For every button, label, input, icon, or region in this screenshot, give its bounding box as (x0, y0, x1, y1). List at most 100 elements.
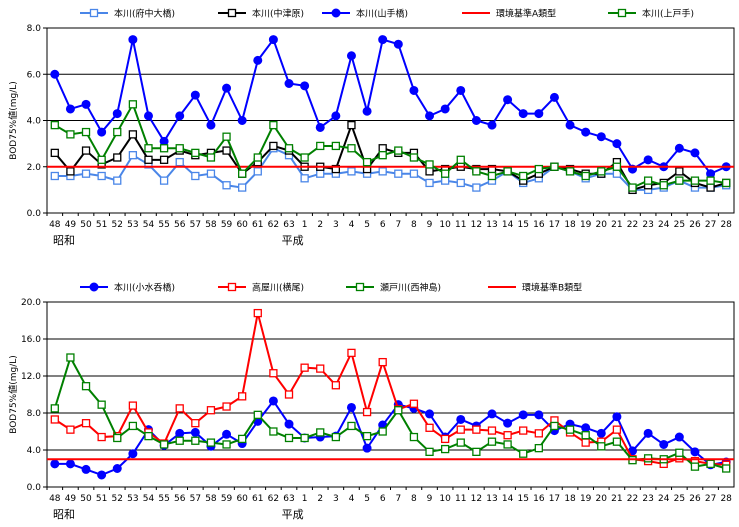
x-tick-label: 55 (158, 220, 169, 230)
data-point (81, 464, 91, 474)
x-tick-label: 26 (689, 220, 701, 230)
x-tick-label: 20 (596, 220, 608, 230)
data-point (347, 120, 356, 130)
x-tick-label: 3 (333, 220, 339, 230)
series-3 (50, 35, 731, 179)
x-tick-label: 22 (627, 494, 638, 504)
data-point (253, 308, 262, 318)
data-point (128, 401, 138, 410)
data-point (66, 353, 75, 362)
x-tick-label: 63 (283, 220, 294, 230)
data-point (425, 167, 434, 176)
data-point (706, 459, 715, 469)
x-tick-label: 51 (96, 494, 107, 504)
data-point (97, 400, 106, 409)
x-tick-label: 21 (611, 494, 622, 504)
data-point (222, 181, 231, 190)
data-point (284, 390, 294, 399)
data-point (238, 434, 247, 444)
data-point (284, 79, 294, 88)
data-point (128, 421, 138, 431)
x-tick-label: 13 (486, 494, 497, 504)
data-point (144, 155, 153, 164)
x-tick-label: 10 (439, 220, 451, 230)
series-3 (50, 353, 731, 473)
x-tick-label: 19 (580, 494, 592, 504)
data-point (503, 440, 512, 449)
x-tick-label: 52 (112, 494, 123, 504)
data-point (175, 157, 184, 167)
data-point (113, 127, 122, 137)
legend-swatch-marker (227, 282, 237, 292)
data-point (675, 167, 684, 176)
data-point (316, 169, 325, 178)
data-point (503, 418, 513, 428)
data-point (597, 442, 606, 451)
data-point (581, 171, 590, 181)
y-tick-label: 8.0 (27, 24, 42, 34)
legend-entry: 本川(府中大橋) (80, 8, 175, 20)
x-tick-label: 54 (143, 220, 155, 230)
data-point (394, 406, 403, 415)
data-point (81, 127, 91, 137)
legend-entry: 本川(中津原) (218, 8, 304, 20)
x-tick-label: 27 (705, 494, 716, 504)
data-point (237, 116, 247, 125)
data-point (690, 176, 700, 185)
era-label-heisei: 平成 (282, 234, 304, 247)
data-point (253, 410, 262, 420)
legend-label: 本川(府中大橋) (114, 8, 175, 20)
y-axis-label: BOD75%値(mg/L) (7, 355, 19, 434)
x-tick-label: 10 (439, 494, 451, 504)
data-point (50, 171, 59, 181)
data-point (393, 39, 403, 49)
data-point (456, 178, 465, 188)
x-tick-label: 27 (705, 220, 716, 230)
x-tick-label: 2 (317, 494, 323, 504)
x-tick-label: 54 (143, 494, 155, 504)
data-point (50, 415, 59, 424)
data-point (534, 109, 544, 119)
x-tick-label: 63 (283, 494, 294, 504)
x-tick-label: 4 (349, 494, 355, 504)
x-tick-label: 8 (411, 494, 417, 504)
legend-entry: 高屋川(横尾) (218, 282, 304, 294)
data-point (175, 404, 184, 413)
data-point (300, 363, 309, 372)
x-tick-label: 48 (49, 494, 61, 504)
data-point (440, 176, 450, 185)
data-point (425, 178, 434, 188)
data-point (378, 151, 387, 160)
data-point (425, 423, 434, 432)
data-point (331, 432, 341, 442)
data-point (409, 432, 419, 442)
data-point (487, 437, 497, 446)
data-point (378, 35, 388, 45)
data-point (81, 382, 91, 391)
x-tick-label: 57 (190, 494, 201, 504)
x-tick-label: 12 (471, 494, 482, 504)
x-tick-label: 14 (502, 220, 514, 230)
data-point (550, 421, 559, 431)
legend-label: 本川(中津原) (252, 8, 304, 20)
data-point (191, 148, 200, 158)
x-tick-label: 28 (720, 220, 732, 230)
data-point (238, 183, 247, 192)
legend-label: 本川(山手橋) (356, 8, 408, 20)
x-tick-label: 17 (549, 220, 560, 230)
data-point (409, 153, 419, 162)
data-point (81, 419, 91, 428)
legend-swatch-marker (89, 282, 99, 292)
series-5 (50, 100, 731, 192)
legend-entry: 環境基準B類型 (488, 282, 582, 294)
y-axis-label: BOD75%値(mg/L) (7, 81, 19, 160)
data-point (487, 409, 497, 419)
x-tick-label: 7 (395, 494, 401, 504)
data-point (159, 155, 169, 164)
x-tick-label: 58 (205, 220, 217, 230)
y-tick-label: 12.0 (21, 372, 41, 382)
data-point (518, 109, 528, 119)
x-tick-label: 50 (80, 494, 92, 504)
x-tick-label: 23 (642, 220, 653, 230)
